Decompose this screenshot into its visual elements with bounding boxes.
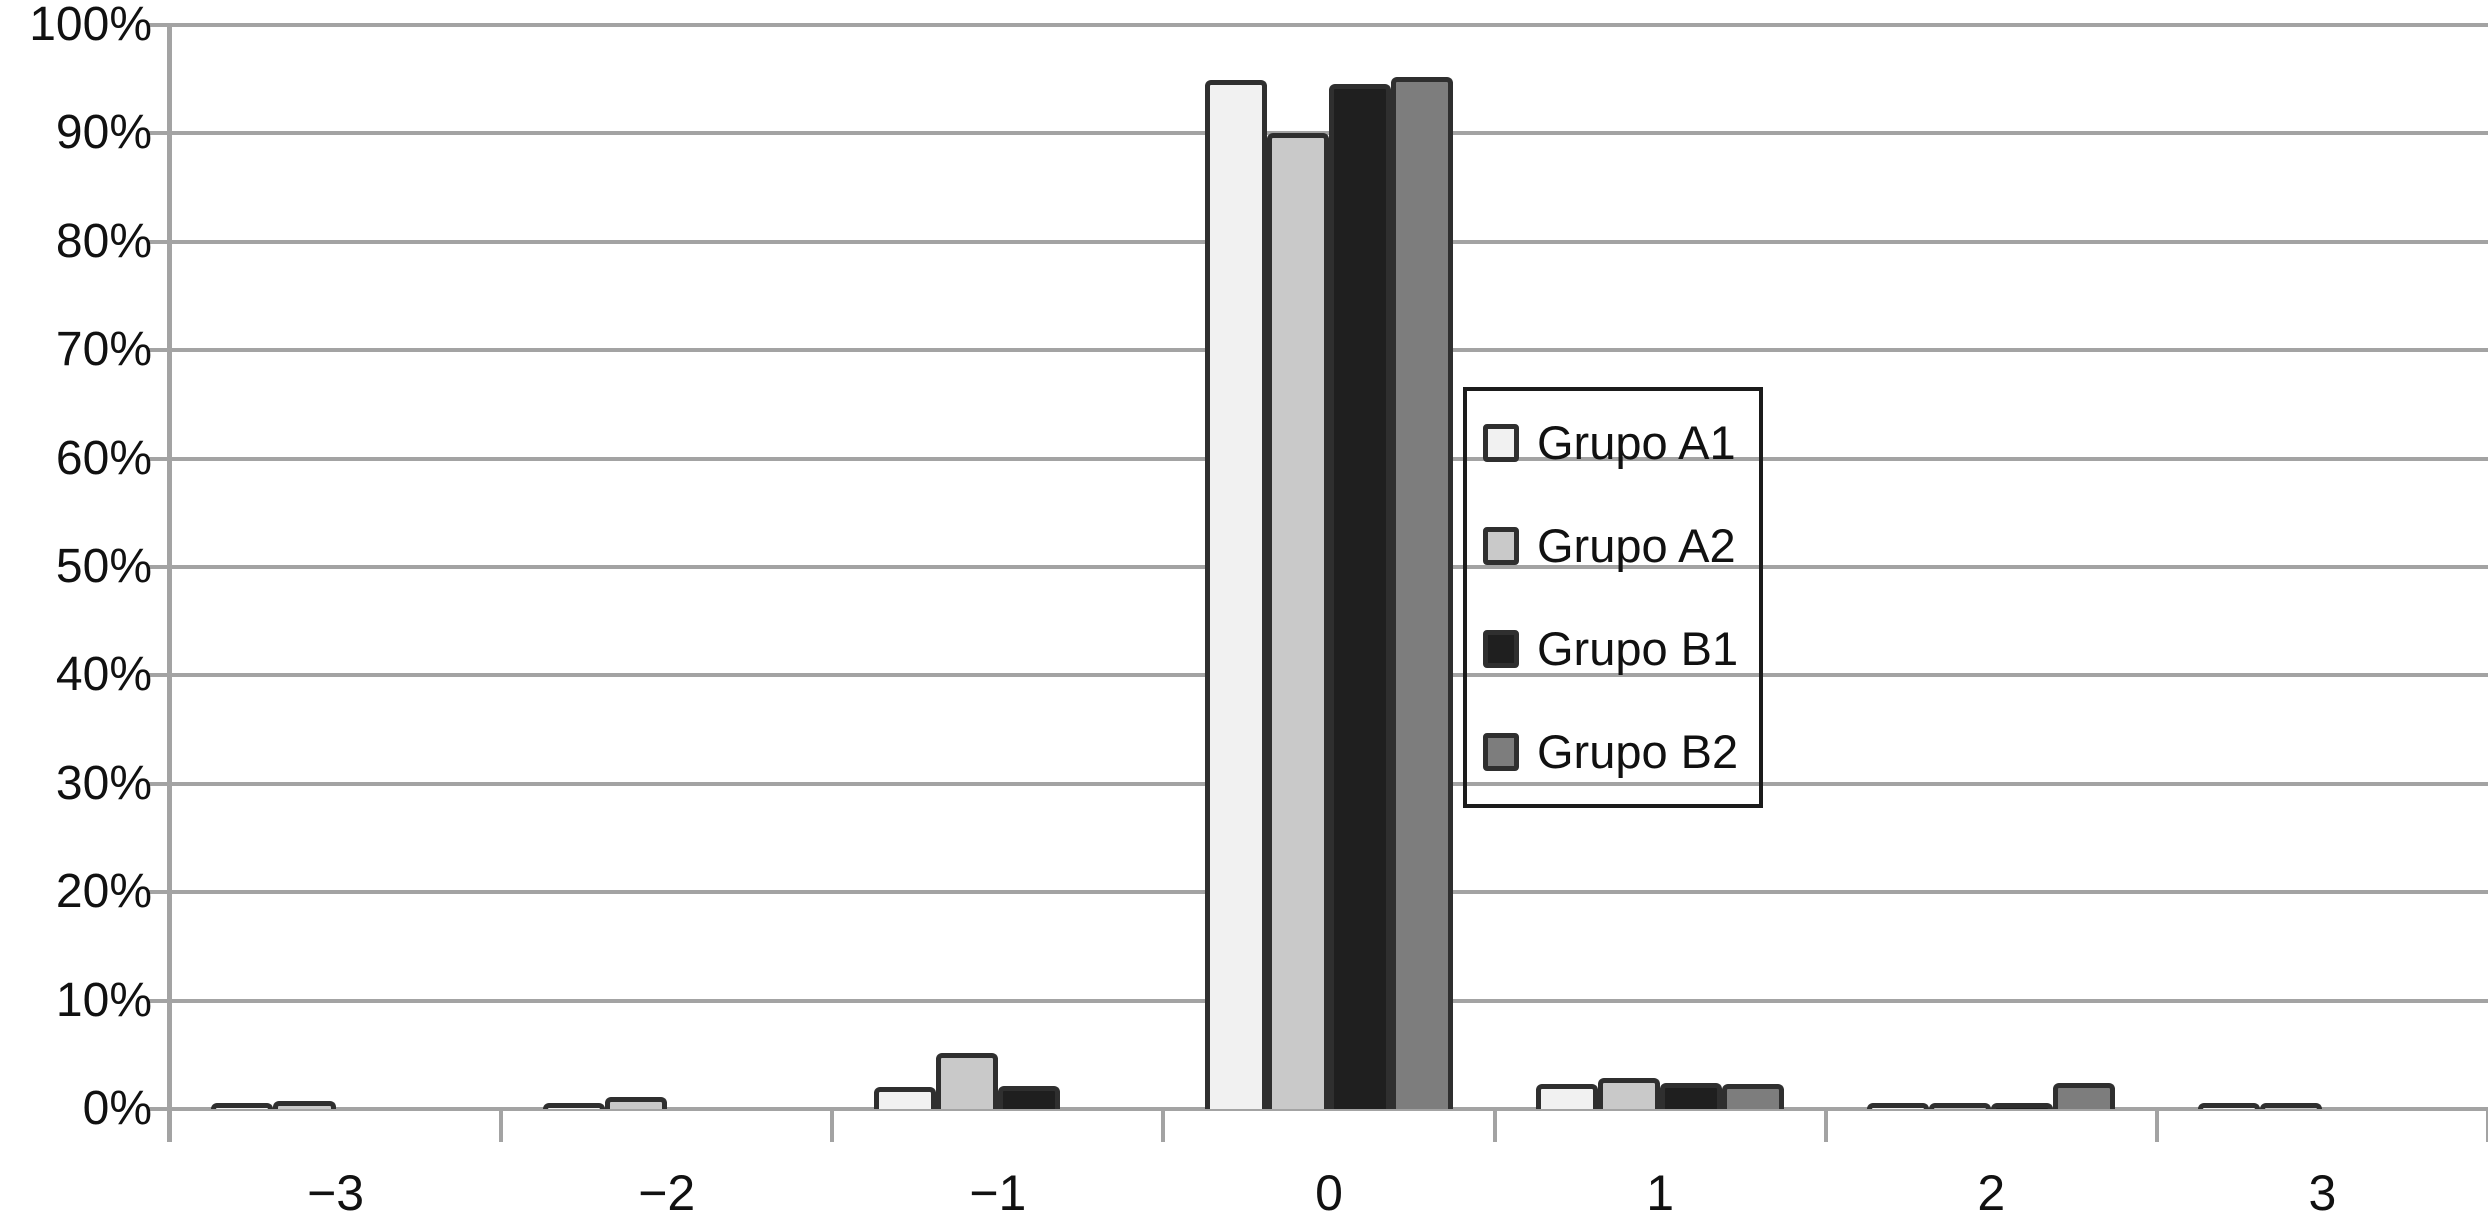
y-tick-label: 50% <box>55 540 152 593</box>
legend-label: Grupo B1 <box>1537 622 1739 676</box>
y-tick-label: 30% <box>55 756 152 810</box>
legend-label: Grupo B2 <box>1537 725 1739 779</box>
legend-swatch-grupo-b1 <box>1483 630 1519 669</box>
y-axis-tick <box>148 673 170 678</box>
y-axis-tick <box>148 456 170 461</box>
y-tick-label: 10% <box>55 973 152 1027</box>
x-tick-label: −1 <box>969 1165 1027 1221</box>
x-axis-tick <box>1492 1109 1497 1142</box>
x-tick-label: 2 <box>1977 1165 2006 1221</box>
bar-grupo-b1 <box>1991 1103 2054 1109</box>
legend-swatch-grupo-a1 <box>1483 423 1519 462</box>
legend-item: Grupo B2 <box>1483 726 1759 778</box>
x-tick-label: 3 <box>2308 1165 2337 1221</box>
y-tick-label: 100% <box>29 0 152 51</box>
y-tick-label: 20% <box>55 865 152 919</box>
y-tick-label: 60% <box>55 431 152 485</box>
y-axis-tick <box>148 890 170 895</box>
bar-grupo-b1 <box>997 1086 1060 1109</box>
gridline <box>170 23 2488 27</box>
y-tick-label: 0% <box>82 1082 152 1135</box>
x-tick-label: 0 <box>1315 1165 1343 1221</box>
bar-grupo-b2 <box>1722 1084 1785 1109</box>
legend-swatch-grupo-a2 <box>1483 526 1519 565</box>
bar-grupo-a2 <box>273 1101 336 1109</box>
y-tick-label: 90% <box>55 106 152 160</box>
y-axis-tick <box>148 348 170 353</box>
legend-item: Grupo A1 <box>1483 415 1759 469</box>
y-axis-tick <box>148 565 170 569</box>
gridline <box>170 1107 2488 1111</box>
y-axis-tick <box>148 131 170 136</box>
bar-grupo-a1 <box>1535 1084 1599 1109</box>
y-tick-label: 40% <box>55 648 152 702</box>
x-tick-label: 1 <box>1646 1165 1675 1221</box>
bar-grupo-a1 <box>542 1103 605 1109</box>
y-tick-label: 80% <box>55 214 152 268</box>
legend-label: Grupo A2 <box>1537 518 1736 572</box>
bar-grupo-a1 <box>2198 1103 2261 1109</box>
legend-label: Grupo A1 <box>1537 415 1736 469</box>
y-axis-tick <box>148 1107 170 1111</box>
x-axis-tick <box>1161 1109 1166 1142</box>
bar-grupo-b1 <box>1329 83 1392 1109</box>
x-axis-tick <box>1823 1109 1828 1142</box>
legend-swatch-grupo-b2 <box>1483 733 1519 772</box>
y-axis-tick <box>148 781 170 786</box>
y-axis-tick <box>148 23 170 27</box>
bar-grupo-a2 <box>2260 1103 2323 1109</box>
bar-grupo-a1 <box>1204 80 1267 1109</box>
bar-grupo-b1 <box>1660 1082 1723 1109</box>
bar-grupo-a2 <box>1266 133 1329 1109</box>
bar-grupo-a2 <box>1598 1077 1661 1109</box>
bar-grupo-a2 <box>935 1052 998 1109</box>
y-axis-line <box>167 25 172 1142</box>
y-tick-label: 70% <box>55 323 152 377</box>
bar-grupo-a1 <box>1867 1103 1930 1109</box>
bar-grupo-b2 <box>1391 77 1454 1109</box>
x-tick-label: −2 <box>638 1165 696 1221</box>
legend-item: Grupo A2 <box>1483 518 1759 572</box>
x-axis-tick <box>2154 1109 2159 1142</box>
x-axis-tick <box>830 1109 835 1142</box>
bar-grupo-b2 <box>2053 1082 2116 1109</box>
x-axis-tick <box>168 1109 172 1142</box>
bar-grupo-a1 <box>211 1103 274 1109</box>
x-tick-label: −3 <box>307 1165 365 1221</box>
x-axis-tick <box>2486 1109 2488 1142</box>
x-axis-tick <box>499 1109 504 1142</box>
bar-grupo-a1 <box>873 1087 936 1109</box>
legend-item: Grupo B1 <box>1483 623 1759 675</box>
bar-grupo-a2 <box>1929 1103 1992 1109</box>
bar-grupo-a2 <box>604 1097 667 1109</box>
y-axis-tick <box>148 239 170 244</box>
y-axis-tick <box>148 998 170 1003</box>
legend: Grupo A1 Grupo A2 Grupo B1 Grupo B2 <box>1463 387 1763 808</box>
